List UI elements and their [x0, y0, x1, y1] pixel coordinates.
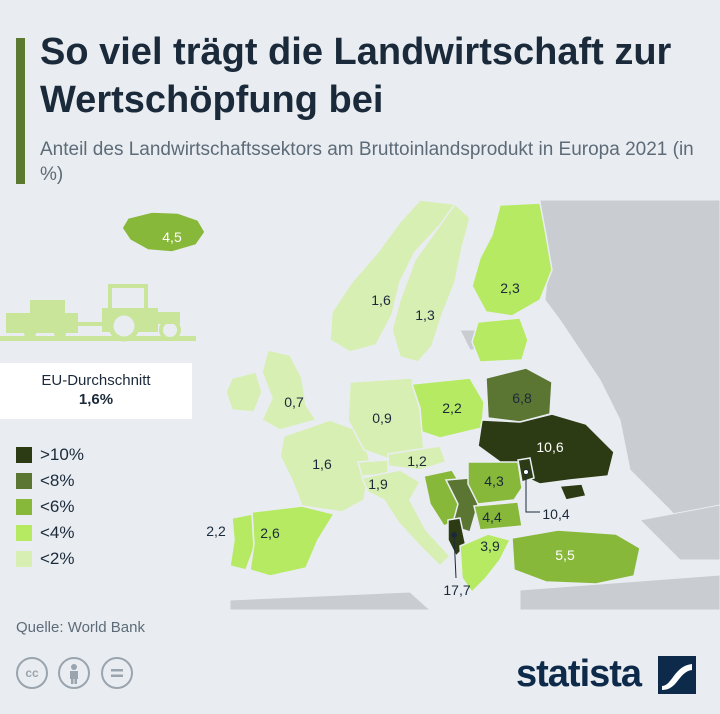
country-rumaenien[interactable]	[467, 461, 523, 505]
value-vereinigtes-koenigreich: 0,7	[284, 394, 304, 410]
cc-icon[interactable]: cc	[16, 657, 48, 689]
value-griechenland: 3,9	[480, 538, 500, 554]
country-schweden[interactable]	[391, 202, 471, 363]
value-moldau: 10,4	[542, 506, 569, 522]
europe-map: 4,5 1,6 1,3 2,3 0,7 0,9 2,2 6,8 10,6 1,6…	[0, 199, 720, 610]
value-albanien: 17,7	[443, 582, 470, 598]
eu-average-box: EU-Durchschnitt 1,6%	[0, 363, 192, 419]
country-tuerkei[interactable]	[511, 529, 641, 585]
eu-average-label: EU-Durchschnitt	[41, 372, 151, 389]
map-background-land	[229, 199, 720, 610]
leader-lines	[451, 469, 540, 579]
legend-label: <8%	[40, 471, 75, 490]
legend-label: <4%	[40, 523, 75, 542]
page-title: So viel trägt die Landwirtschaft zur Wer…	[40, 31, 672, 121]
country-bulgarien[interactable]	[473, 501, 523, 531]
country-irland[interactable]	[225, 371, 263, 413]
value-schweden: 1,3	[415, 307, 435, 323]
value-tuerkei: 5,5	[555, 547, 575, 563]
value-italien: 1,9	[368, 476, 388, 492]
legend-swatch	[16, 473, 32, 489]
legend-swatch	[16, 499, 32, 515]
value-island: 4,5	[162, 229, 182, 245]
legend-label: <2%	[40, 549, 75, 568]
no-derivatives-icon[interactable]	[100, 657, 133, 689]
country-frankreich[interactable]	[279, 419, 371, 513]
value-belarus: 6,8	[512, 390, 532, 406]
value-rumaenien: 4,3	[484, 473, 504, 489]
country-portugal[interactable]	[229, 513, 255, 571]
legend-swatch	[16, 447, 32, 463]
country-spanien[interactable]	[249, 505, 336, 577]
value-polen: 2,2	[442, 400, 462, 416]
value-norwegen: 1,6	[371, 292, 391, 308]
statista-mark-icon	[658, 656, 696, 694]
value-frankreich: 1,6	[312, 456, 332, 472]
country-value-labels: 4,5 1,6 1,3 2,3 0,7 0,9 2,2 6,8 10,6 1,6…	[162, 229, 575, 598]
legend-label: >10%	[40, 445, 84, 464]
brand-wordmark: statista	[516, 653, 642, 695]
license-icons: cc	[16, 657, 139, 689]
country-vereinigtes-koenigreich[interactable]	[261, 349, 318, 431]
value-spanien: 2,6	[260, 525, 280, 541]
tractor-illustration	[0, 284, 196, 342]
legend-label: <6%	[40, 497, 75, 516]
country-polen[interactable]	[410, 377, 485, 439]
source-note: Quelle: World Bank	[16, 619, 145, 636]
legend-swatch	[16, 525, 32, 541]
attribution-icon[interactable]	[58, 657, 91, 689]
country-griechenland[interactable]	[459, 533, 512, 594]
country-krim[interactable]	[558, 483, 587, 501]
country-finnland[interactable]	[471, 202, 553, 317]
value-deutschland: 0,9	[372, 410, 392, 426]
value-bulgarien: 4,4	[482, 509, 502, 525]
statista-logo[interactable]: statista	[516, 652, 696, 700]
title-accent-bar	[16, 38, 25, 184]
value-ukraine: 10,6	[536, 439, 563, 455]
value-oesterreich: 1,2	[407, 453, 427, 469]
eu-average-value: 1,6%	[78, 391, 114, 408]
country-italien[interactable]	[360, 469, 452, 568]
country-norwegen[interactable]	[329, 199, 457, 353]
country-baltikum[interactable]	[471, 317, 529, 363]
legend-swatch	[16, 551, 32, 567]
value-portugal: 2,2	[206, 523, 226, 539]
value-finnland: 2,3	[500, 280, 520, 296]
page-subtitle: Anteil des Landwirtschaftssektors am Bru…	[40, 139, 694, 185]
country-island[interactable]	[121, 211, 206, 253]
